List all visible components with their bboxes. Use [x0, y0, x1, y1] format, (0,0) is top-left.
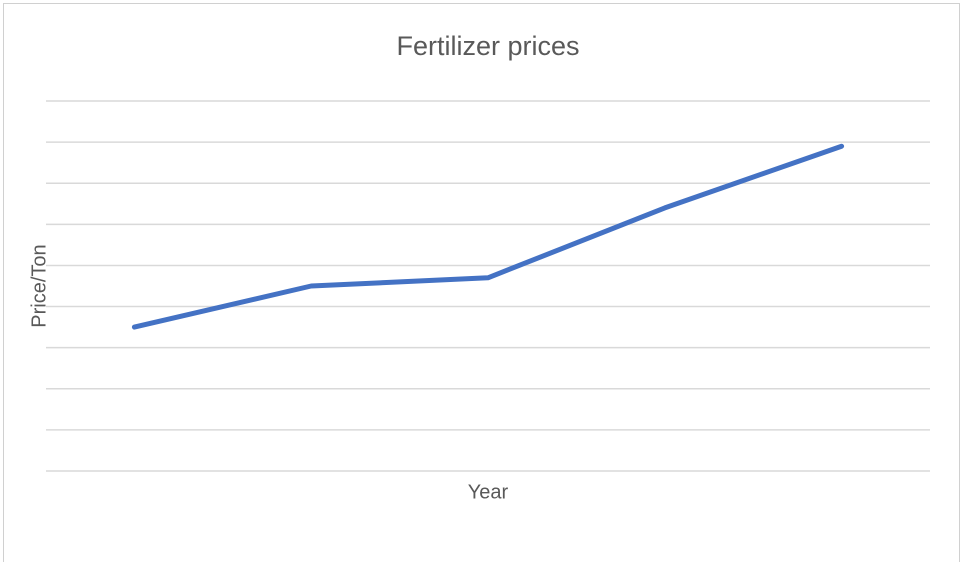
data-line — [131, 143, 845, 330]
x-axis-label: Year — [468, 481, 509, 503]
chart-border — [3, 3, 960, 562]
chart-title: Fertilizer prices — [396, 31, 579, 61]
y-axis-label: Price/Ton — [28, 244, 50, 327]
